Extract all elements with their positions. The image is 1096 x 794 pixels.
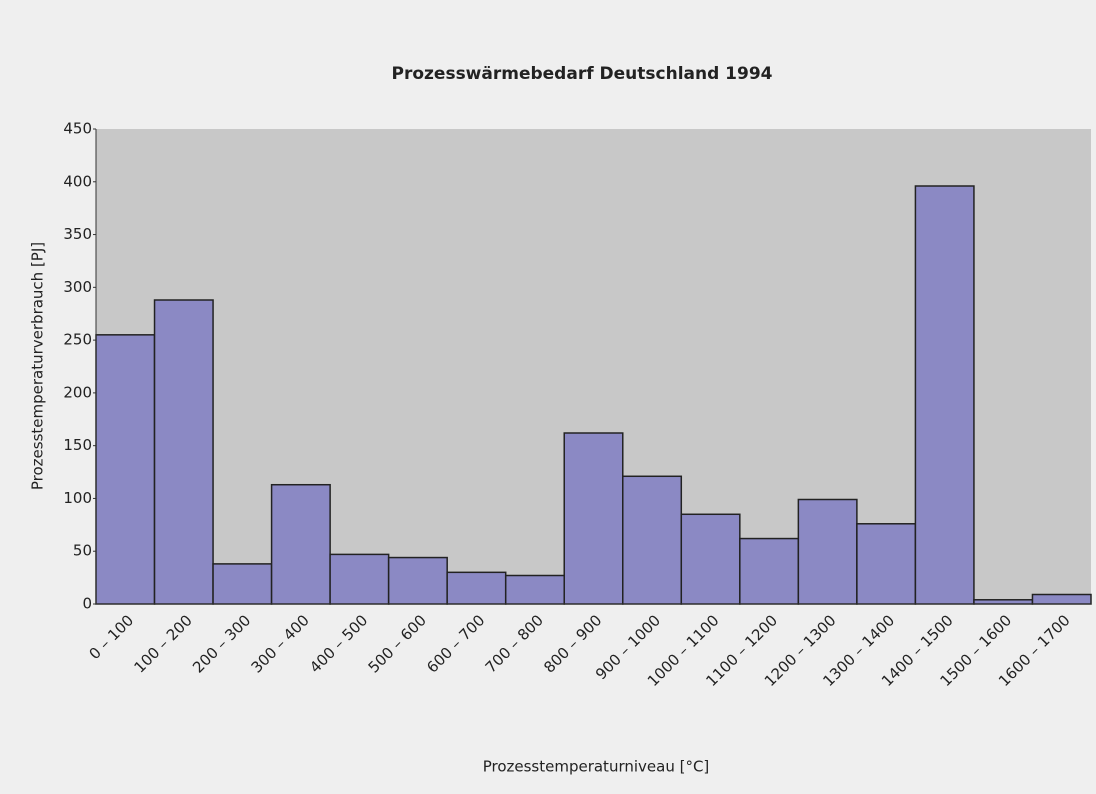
bar: [153, 299, 214, 605]
y-tick-label: 250: [63, 331, 92, 349]
y-tick-label: 450: [63, 120, 92, 138]
chart-title: Prozesswärmebedarf Deutschland 1994: [392, 64, 773, 84]
y-tick-label: 100: [63, 489, 92, 507]
bar: [212, 563, 273, 605]
bar: [856, 523, 917, 605]
x-axis-label: Prozesstemperaturniveau [°C]: [483, 758, 710, 776]
y-tick-label: 150: [63, 436, 92, 454]
bar: [622, 475, 683, 605]
bar: [95, 334, 156, 605]
bar: [1031, 593, 1092, 605]
y-tick-label: 300: [63, 278, 92, 296]
y-tick-label: 350: [63, 225, 92, 243]
bar: [797, 498, 858, 605]
bar: [563, 432, 624, 605]
bar: [504, 574, 565, 605]
y-tick-label: 200: [63, 383, 92, 401]
y-tick-label: 0: [82, 595, 92, 613]
y-axis-label: Prozesstemperaturverbrauch [PJ]: [29, 242, 47, 490]
y-tick-label: 50: [73, 542, 92, 560]
bar: [739, 537, 800, 605]
bar: [387, 556, 448, 605]
bar: [270, 483, 331, 605]
bar: [446, 571, 507, 605]
y-tick-label: 400: [63, 172, 92, 190]
bar: [329, 553, 390, 605]
bar: [914, 185, 975, 605]
bar: [973, 599, 1034, 605]
bar: [680, 513, 741, 605]
